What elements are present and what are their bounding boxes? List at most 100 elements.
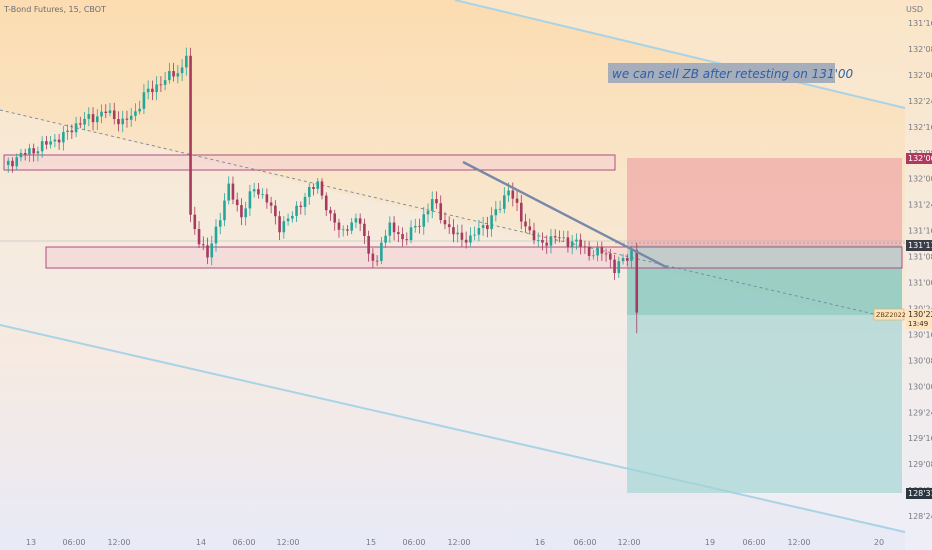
candle-bullish	[384, 235, 387, 243]
candle-bearish	[367, 236, 370, 254]
candle-bearish	[635, 250, 639, 313]
stop-loss-zone[interactable]	[627, 158, 902, 245]
candle-bearish	[91, 114, 95, 123]
candle-bearish	[452, 227, 455, 235]
stop-badge-bg	[906, 153, 932, 164]
x-tick-label: 19	[705, 538, 715, 547]
candle-bullish	[477, 227, 481, 235]
candle-bearish	[524, 221, 527, 227]
entry-price-badge: 131'11	[906, 240, 932, 251]
x-tick-label: 06:00	[573, 538, 596, 547]
candle-bullish	[214, 226, 218, 244]
candle-bearish	[519, 202, 523, 222]
x-tick-label: 12:00	[276, 538, 299, 547]
candle-bullish	[28, 148, 31, 155]
candle-bearish	[269, 202, 273, 206]
candle-bullish	[176, 73, 180, 77]
candle-bearish	[435, 199, 438, 204]
candle-bullish	[62, 132, 65, 143]
x-tick-label: 12:00	[447, 538, 470, 547]
candle-bullish	[185, 55, 188, 68]
candle-bullish	[66, 130, 69, 133]
candle-bearish	[358, 218, 362, 224]
candle-bullish	[549, 236, 553, 246]
annotation-text: we can sell ZB after retesting on 131'00	[612, 67, 854, 81]
x-tick-label: 15	[366, 538, 376, 547]
candle-bullish	[295, 205, 298, 216]
y-tick-label: 131'00	[908, 279, 932, 288]
candle-bullish	[223, 200, 226, 221]
resistance-zone-upper[interactable]	[3, 154, 616, 171]
candle-bearish	[600, 246, 604, 254]
y-tick-label: 128'24	[908, 512, 932, 521]
candle-bullish	[570, 241, 574, 247]
candle-bearish	[604, 253, 608, 255]
candle-bullish	[121, 118, 125, 125]
candle-bearish	[609, 253, 612, 260]
candle-bullish	[252, 189, 256, 192]
candle-bearish	[201, 244, 205, 246]
candle-bearish	[528, 226, 532, 231]
candle-bullish	[49, 141, 52, 145]
y-tick-label: 132'00	[908, 71, 932, 80]
candle-bullish	[316, 181, 320, 189]
candle-bearish	[337, 222, 341, 230]
x-axis[interactable]: 13 06:00 12:00 14 06:00 12:00 15 06:00 12:00 16 06…	[26, 538, 884, 547]
candle-bullish	[341, 229, 345, 231]
y-tick-label: 132'16	[908, 123, 932, 132]
candle-bullish	[95, 116, 99, 123]
candle-bearish	[151, 88, 154, 93]
x-tick-label: 06:00	[62, 538, 85, 547]
target-badge-text: 128'31	[908, 489, 932, 498]
candle-bullish	[168, 71, 171, 81]
channel-lower-fill	[0, 325, 905, 550]
candle-bullish	[210, 243, 214, 258]
support-zone-lower[interactable]	[45, 246, 903, 269]
candle-bearish	[418, 225, 421, 227]
y-tick-label: 131'08	[908, 253, 932, 262]
candle-bearish	[613, 259, 616, 274]
candle-bearish	[515, 198, 519, 203]
y-tick-label: 131'16	[908, 227, 932, 236]
candle-bullish	[490, 215, 493, 230]
candle-bullish	[218, 220, 222, 227]
y-tick-label: 129'16	[908, 434, 932, 443]
symbol-badge-text: ZBZ2022	[876, 311, 906, 319]
candle-bullish	[350, 222, 353, 231]
candle-bullish	[473, 234, 476, 236]
candle-bullish	[303, 196, 307, 208]
candle-bullish	[248, 191, 252, 209]
candle-bearish	[443, 220, 447, 225]
candle-bullish	[413, 225, 417, 228]
descending-trendline[interactable]	[462, 160, 669, 270]
candle-bearish	[104, 111, 108, 113]
current-price-text: 130'22	[908, 310, 932, 319]
x-tick-label: 14	[196, 538, 206, 547]
candle-bullish	[261, 194, 264, 196]
candle-bearish	[274, 205, 277, 217]
candle-bullish	[227, 183, 231, 201]
candle-bearish	[312, 187, 315, 189]
candle-bearish	[439, 203, 443, 221]
candle-bearish	[460, 232, 464, 240]
candle-bullish	[596, 246, 599, 256]
candle-bullish	[481, 225, 485, 228]
candle-bearish	[447, 224, 451, 228]
channel-upper-line	[454, 0, 906, 109]
y-tick-label: 132'00	[908, 175, 932, 184]
candle-bearish	[112, 110, 116, 120]
candle-bearish	[333, 213, 337, 223]
candle-bearish	[299, 205, 303, 208]
annotation-label[interactable]: we can sell ZB after retesting on 131'00	[608, 63, 854, 83]
candle-bullish	[286, 218, 290, 222]
y-tick-label: 129'08	[908, 460, 932, 469]
take-profit-zone[interactable]	[627, 245, 902, 493]
candle-bullish	[146, 88, 150, 93]
candle-bearish	[70, 130, 74, 133]
candle-bearish	[587, 247, 591, 256]
candle-bullish	[129, 115, 133, 120]
candle-bullish	[307, 187, 311, 197]
symbol-price-badge: ZBZ2022 130'22 13:49	[873, 308, 932, 329]
candle-bullish	[422, 214, 426, 227]
